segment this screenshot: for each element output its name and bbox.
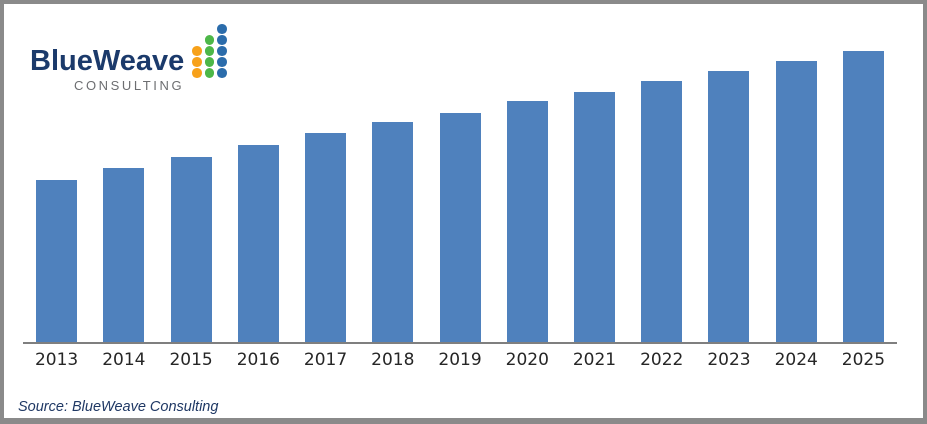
x-axis-labels: 2013 2014 2015 2016 2017 2018 2019 2020 2021 2022…	[23, 350, 897, 370]
logo-dot	[204, 46, 215, 56]
logo-subtitle: CONSULTING	[73, 77, 185, 93]
source-caption: Source: BlueWeave Consulting	[18, 399, 219, 415]
x-tick-label: 2016	[236, 350, 280, 370]
bar-cell	[763, 4, 830, 342]
logo-title: BlueWeave	[30, 45, 185, 78]
bar-2017	[305, 133, 347, 342]
x-tick-label: 2022	[640, 350, 684, 370]
bar-2024	[775, 61, 817, 342]
logo-dots-icon	[192, 24, 227, 78]
x-tick-label: 2019	[438, 350, 482, 370]
x-tick-label: 2018	[371, 350, 415, 370]
green-dot-column	[204, 35, 215, 78]
bar-2018	[372, 122, 414, 342]
x-tick-label: 2021	[572, 350, 617, 370]
logo-dot	[204, 57, 215, 67]
blueweave-logo: BlueWeave CONSULTING	[30, 24, 227, 93]
bar-cell	[359, 4, 426, 342]
bar-2022	[641, 81, 683, 342]
logo-dot	[217, 24, 227, 34]
x-tick-label: 2020	[505, 350, 549, 370]
x-tick-label: 2024	[774, 350, 818, 370]
bar-cell	[225, 4, 292, 342]
logo-dot	[192, 68, 202, 78]
x-tick-label: 2023	[707, 350, 751, 370]
logo-dot	[217, 35, 227, 45]
x-tick-label: 2014	[102, 350, 146, 370]
bar-2021	[573, 92, 615, 342]
logo-dot	[192, 57, 202, 67]
bar-2013	[36, 180, 78, 342]
bar-2020	[506, 101, 548, 342]
bar-cell	[90, 4, 157, 342]
x-tick-label: 2013	[34, 350, 79, 370]
bar-cell	[23, 4, 90, 342]
logo-dot	[217, 68, 227, 78]
bar-cell	[426, 4, 493, 342]
x-tick-label: 2025	[841, 350, 886, 370]
bar-2023	[708, 71, 750, 342]
x-tick-label: 2015	[169, 350, 213, 370]
bar-cell	[494, 4, 561, 342]
bar-2015	[170, 157, 212, 342]
logo-text: BlueWeave CONSULTING	[30, 45, 185, 93]
logo-dot	[217, 57, 227, 67]
x-tick-label: 2017	[303, 350, 348, 370]
blue-dot-column	[217, 24, 227, 78]
logo-dot	[204, 35, 215, 45]
logo-dot	[217, 46, 227, 56]
orange-dot-column	[192, 46, 202, 78]
bar-cell	[157, 4, 224, 342]
bar-cell	[292, 4, 359, 342]
plot-area	[23, 4, 897, 344]
bar-2016	[237, 145, 279, 342]
bar-2019	[439, 113, 481, 342]
bar-cell	[561, 4, 628, 342]
bar-2014	[103, 168, 145, 342]
bar-2025	[842, 51, 884, 342]
bar-cell	[830, 4, 897, 342]
bar-cell	[628, 4, 695, 342]
bar-cell	[695, 4, 762, 342]
logo-dot	[192, 46, 202, 56]
logo-dot	[204, 68, 215, 78]
